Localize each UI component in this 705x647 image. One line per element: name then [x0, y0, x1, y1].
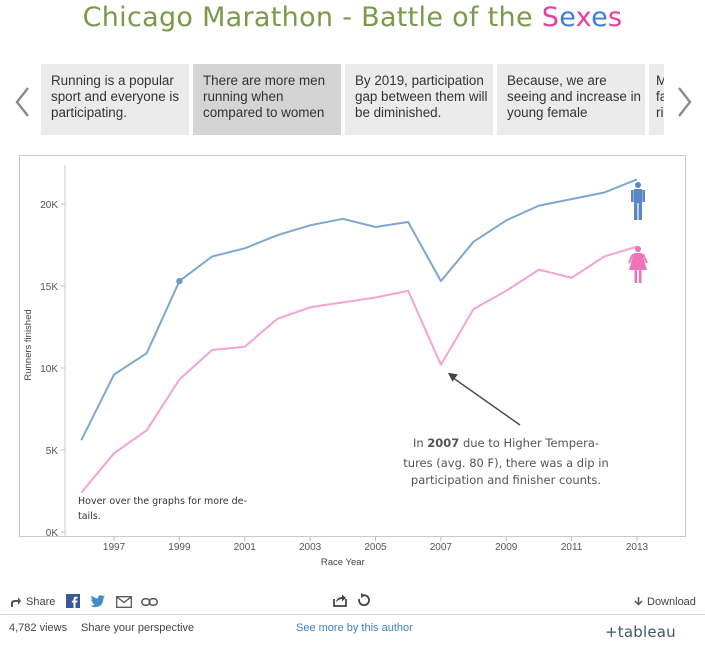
- y-tick-label: 20K: [40, 200, 58, 211]
- male-figure-leg: [638, 202, 642, 220]
- x-tick-label: 2009: [495, 542, 518, 553]
- chart-frame: [19, 155, 686, 537]
- story-point[interactable]: By 2019, participation gap between them …: [345, 64, 493, 135]
- hover-hint-text: Hover over the graphs for more de-: [78, 496, 247, 507]
- x-tick-label: 2011: [561, 542, 583, 553]
- title-letter: e: [559, 2, 576, 33]
- footer-divider: [0, 614, 705, 615]
- facebook-icon[interactable]: [66, 594, 80, 608]
- chevron-right-icon: [678, 87, 692, 117]
- download-icon[interactable]: [634, 597, 643, 607]
- title-letter: s: [608, 2, 623, 33]
- x-tick-label: 2005: [364, 542, 387, 553]
- male-figure-icon: [631, 182, 645, 220]
- x-tick-label: 2001: [234, 542, 257, 553]
- next-story-button[interactable]: [674, 82, 694, 122]
- male-figure-arm: [631, 190, 634, 202]
- title-letter: S: [541, 2, 560, 33]
- male-figure-head: [635, 182, 641, 188]
- female-figure-leg: [634, 270, 638, 283]
- revert-icon[interactable]: [357, 593, 371, 607]
- story-point-active[interactable]: There are more men running when compared…: [193, 64, 341, 135]
- previous-story-button[interactable]: [13, 82, 33, 122]
- x-axis-title: Race Year: [321, 557, 365, 568]
- y-axis-title: Runners finished: [23, 309, 34, 380]
- view-count: 4,782 views: [9, 622, 68, 634]
- female-figure-leg: [638, 270, 642, 283]
- story-point[interactable]: Because, we are seeing and increase in y…: [497, 64, 645, 135]
- x-tick-label: 2013: [626, 542, 649, 553]
- title-letter: e: [591, 2, 609, 33]
- share-arrow-icon[interactable]: [10, 596, 22, 608]
- see-more-link[interactable]: See more by this author: [296, 622, 413, 634]
- chevron-left-icon: [15, 87, 29, 117]
- annotation-text: In 2007 due to Higher Tempera-: [413, 436, 599, 450]
- female-figure-icon: [628, 246, 648, 283]
- male-figure-torso: [633, 189, 643, 203]
- annotation-text: tures (avg. 80 F), there was a dip in: [403, 456, 608, 470]
- annotation-arrow: [452, 377, 521, 426]
- x-tick-label: 2007: [430, 542, 453, 553]
- fullscreen-share-icon[interactable]: [333, 593, 347, 607]
- y-tick-label: 0K: [46, 528, 59, 539]
- download-button[interactable]: Download: [647, 596, 696, 608]
- y-tick-label: 10K: [40, 364, 58, 375]
- title-letter: x: [575, 2, 592, 33]
- y-tick-label: 15K: [40, 282, 58, 293]
- story-point-partial[interactable]: M fa ri: [649, 64, 664, 135]
- female-figure-head: [635, 246, 641, 252]
- women-series-line: [80, 245, 638, 494]
- annotation-text: participation and finisher counts.: [411, 473, 601, 487]
- female-figure-dress: [629, 253, 647, 270]
- tableau-logo[interactable]: +tableau: [605, 623, 676, 641]
- email-icon[interactable]: [116, 596, 132, 608]
- male-figure-arm: [642, 190, 645, 202]
- twitter-icon[interactable]: [90, 595, 105, 608]
- story-point[interactable]: Running is a popular sport and everyone …: [41, 64, 189, 135]
- link-icon[interactable]: [141, 597, 158, 607]
- share-button[interactable]: Share: [26, 596, 56, 608]
- annotation-arrowhead: [447, 372, 458, 382]
- hover-hint-text: tails.: [78, 511, 101, 522]
- female-figure-arm: [628, 253, 634, 264]
- female-figure-arm: [642, 253, 648, 264]
- men-data-point-highlight: [176, 277, 183, 285]
- men-series-line: [80, 178, 638, 441]
- story-navigator: Running is a popular sport and everyone …: [41, 64, 664, 135]
- title-prefix: Chicago Marathon - Battle of the: [82, 2, 542, 33]
- share-perspective-link[interactable]: Share your perspective: [81, 622, 195, 634]
- x-tick-label: 1997: [103, 542, 126, 553]
- x-tick-label: 1999: [168, 542, 191, 553]
- y-tick-label: 5K: [46, 446, 59, 457]
- page-title: Chicago Marathon - Battle of the Sexes: [0, 2, 705, 33]
- x-tick-label: 2003: [299, 542, 322, 553]
- male-figure-leg: [634, 202, 638, 220]
- marathon-line-chart[interactable]: 0K 5K 10K 15K 20K 1997 1999 2001 2003 2005 2007 200…: [0, 0, 705, 580]
